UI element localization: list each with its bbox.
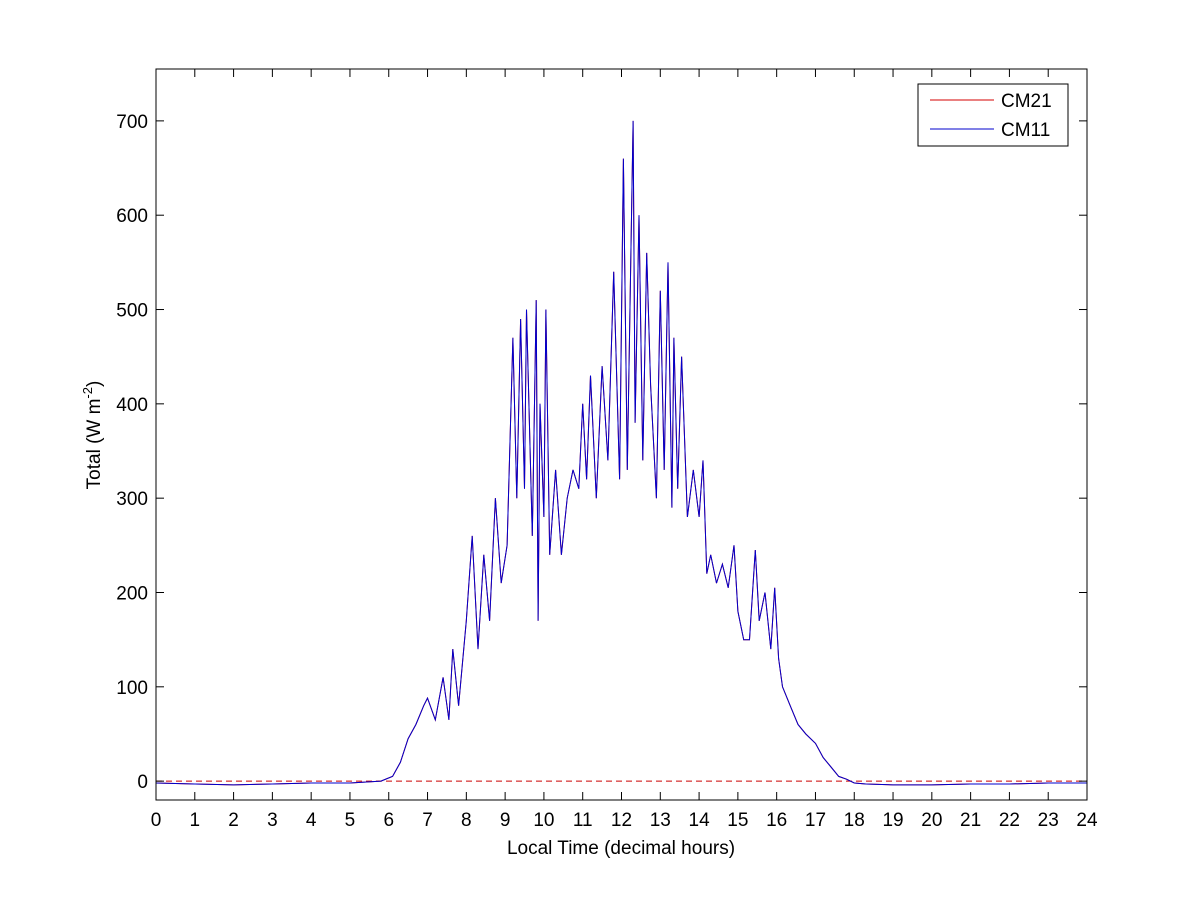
x-tick-label: 0 — [151, 810, 162, 831]
x-tick-label: 11 — [573, 810, 593, 831]
x-tick-label: 12 — [611, 810, 632, 831]
series-line-cm11 — [155, 120, 1087, 786]
x-tick-label: 13 — [650, 810, 671, 831]
x-tick-label: 24 — [1076, 810, 1098, 831]
x-tick-label: 20 — [921, 810, 942, 831]
x-tick-label: 15 — [727, 810, 748, 831]
legend-box — [917, 83, 1069, 147]
y-tick-label: 700 — [116, 112, 148, 133]
y-axis-label: Total (W m-2) — [80, 381, 105, 490]
y-tick-label: 500 — [116, 301, 148, 322]
legend: CM21 CM11 — [917, 83, 1069, 147]
x-tick-label: 14 — [689, 810, 711, 831]
x-tick-label: 16 — [766, 810, 787, 831]
legend-label-cm11: CM11 — [1001, 120, 1050, 141]
x-tick-label: 5 — [345, 810, 356, 831]
y-tick-label: 0 — [137, 772, 148, 793]
y-axis-label-suffix: ) — [84, 381, 105, 387]
x-tick-label: 1 — [190, 810, 201, 831]
x-axis-label: Local Time (decimal hours) — [507, 838, 735, 859]
y-tick-label: 200 — [116, 583, 148, 604]
x-tick-label: 18 — [844, 810, 865, 831]
y-tick-label: 400 — [116, 395, 148, 416]
x-tick-label: 7 — [422, 810, 433, 831]
series-layer — [155, 120, 1087, 786]
y-axis-label-superscript: -2 — [80, 387, 95, 399]
y-tick-label: 600 — [116, 206, 148, 227]
x-tick-label: 23 — [1038, 810, 1059, 831]
x-tick-label: 8 — [461, 810, 472, 831]
legend-label-cm21: CM21 — [1001, 91, 1052, 112]
x-tick-label: 6 — [383, 810, 394, 831]
y-axis-label-prefix: Total (W m — [84, 399, 105, 490]
x-tick-label: 3 — [267, 810, 278, 831]
y-axis-ticks: 0 100 200 300 400 500 600 700 — [116, 112, 1087, 793]
x-tick-label: 10 — [533, 810, 554, 831]
x-tick-label: 9 — [500, 810, 511, 831]
y-tick-label: 100 — [116, 678, 148, 699]
y-tick-label: 300 — [116, 489, 148, 510]
x-tick-label: 4 — [306, 810, 317, 831]
x-tick-label: 21 — [960, 810, 981, 831]
x-tick-label: 2 — [228, 810, 239, 831]
x-tick-label: 17 — [805, 810, 826, 831]
plot-area — [156, 69, 1087, 800]
x-tick-label: 19 — [882, 810, 903, 831]
x-tick-label: 22 — [999, 810, 1020, 831]
x-axis-ticks: 0 1 2 3 4 5 6 7 8 9 10 11 12 13 14 15 16 17 18 19 20 21 22 23 24 — [151, 69, 1098, 831]
